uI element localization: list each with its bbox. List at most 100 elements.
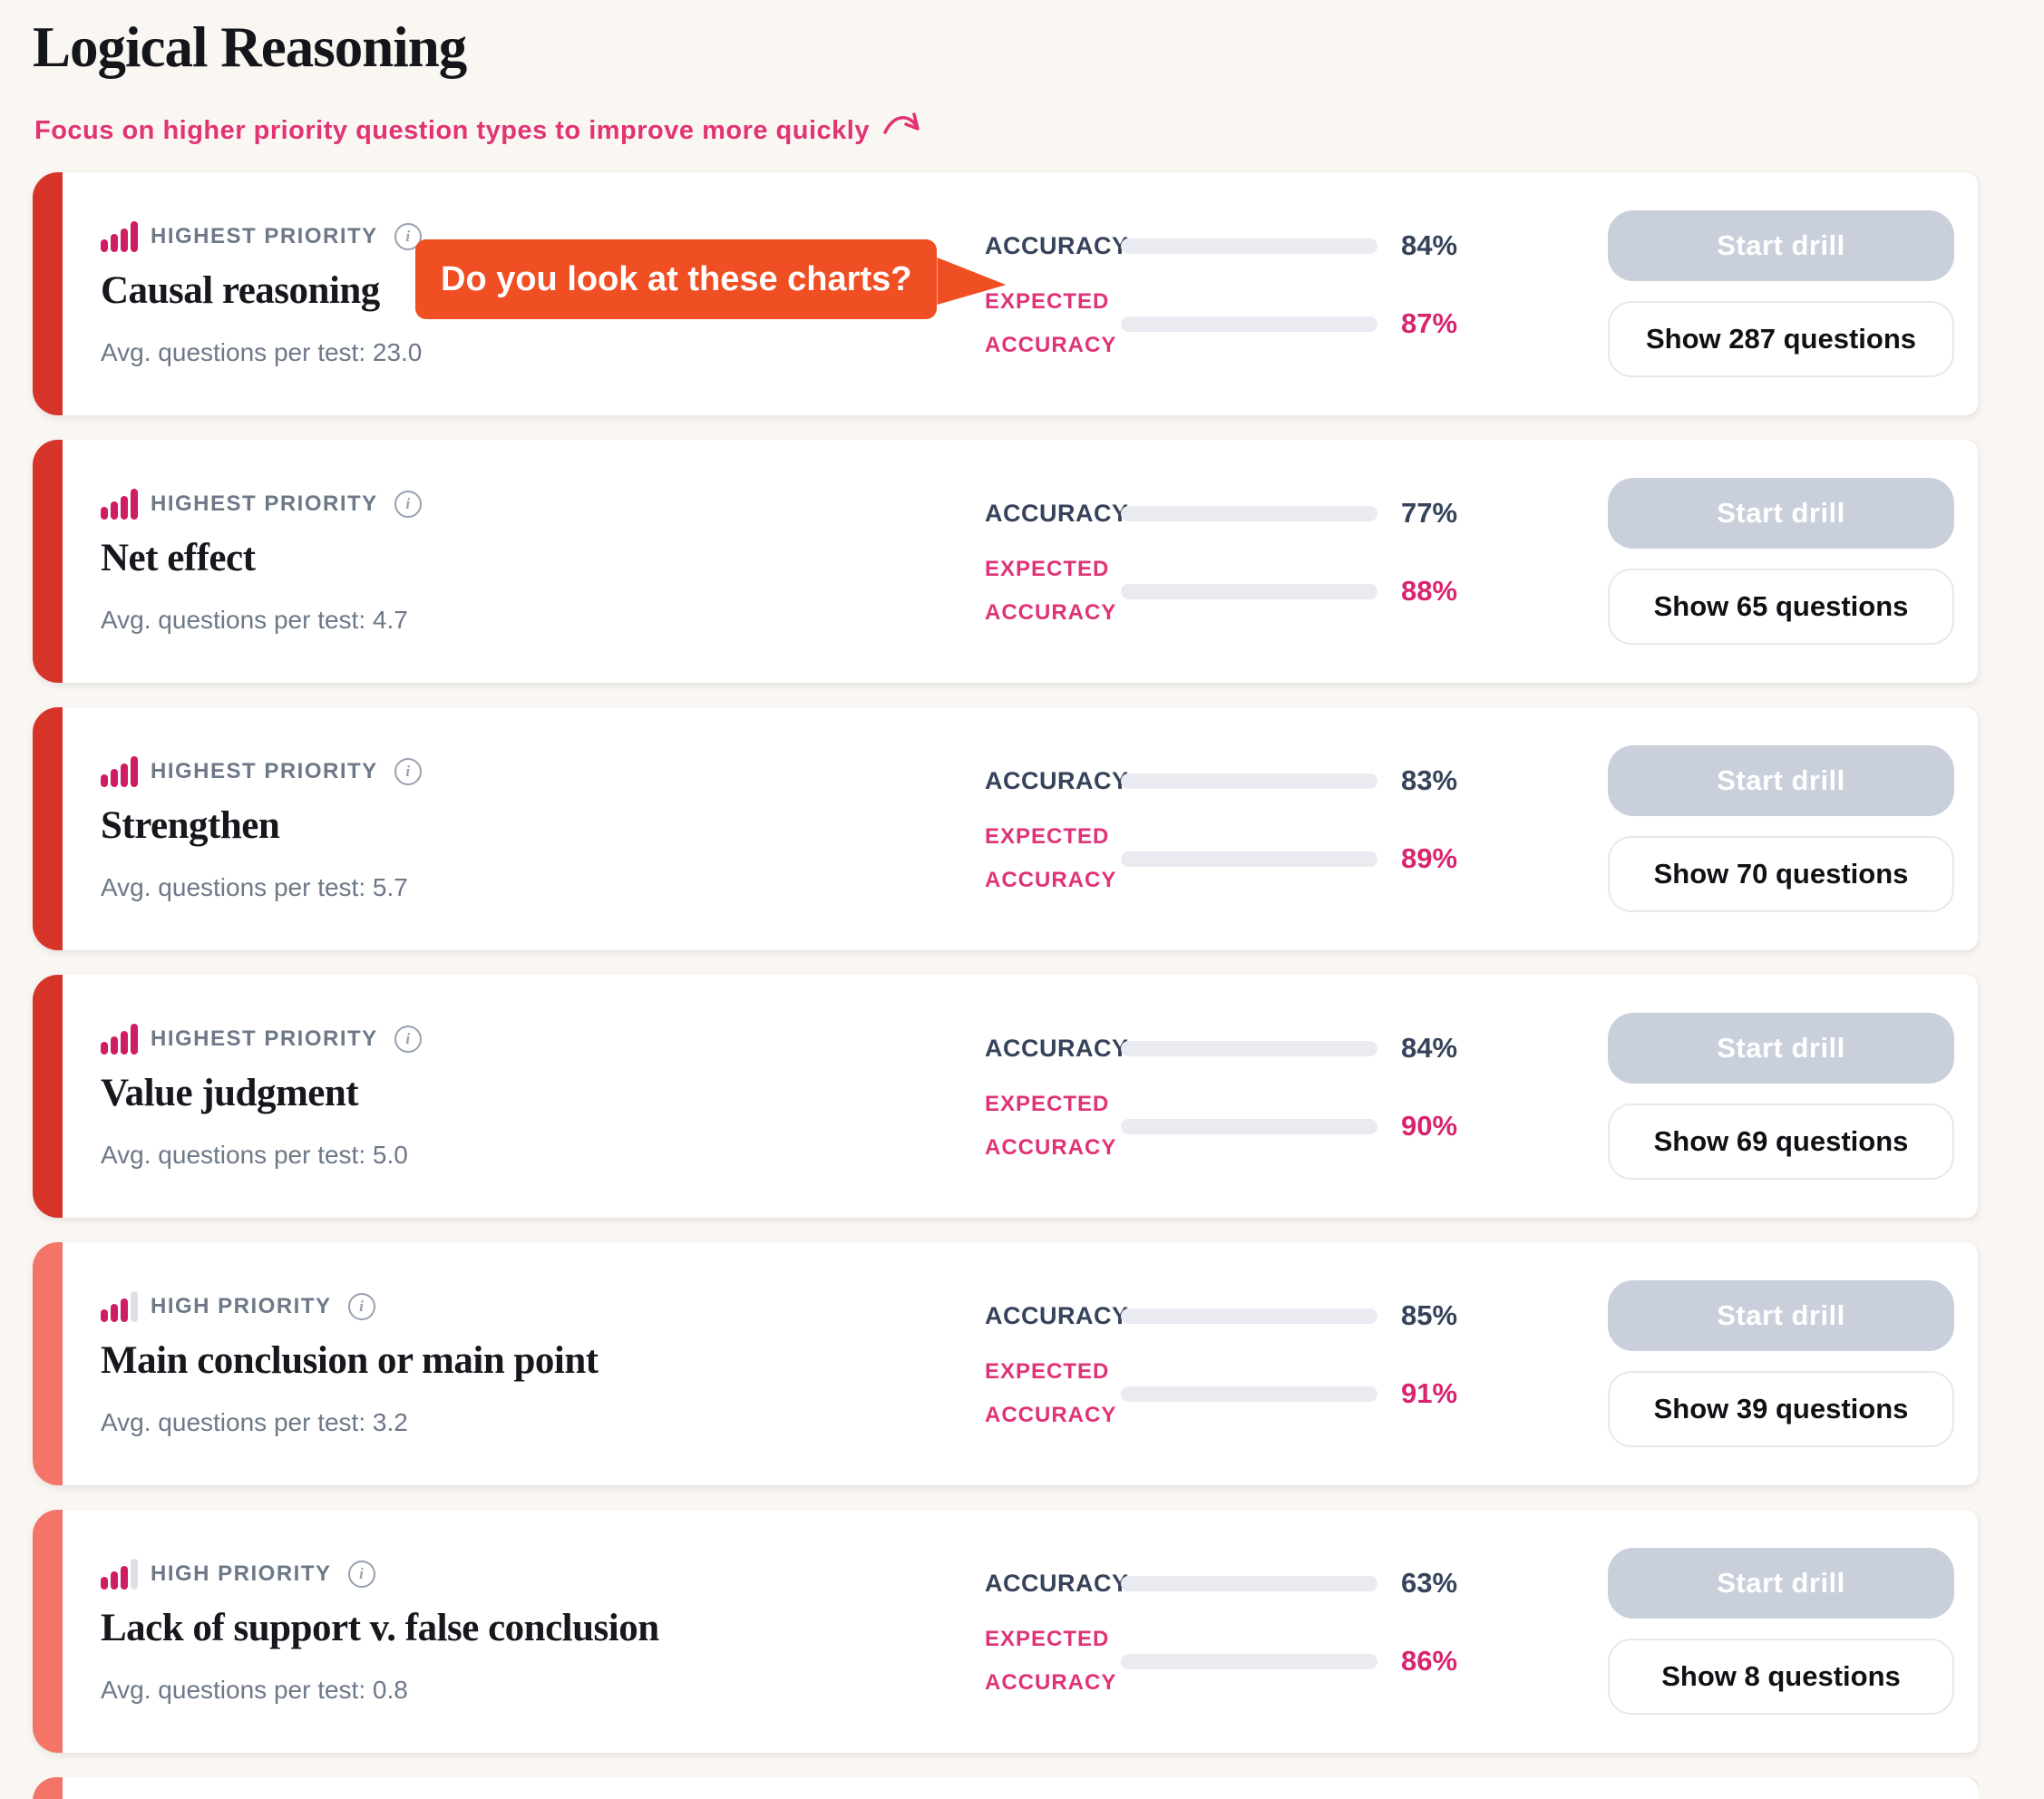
start-drill-button[interactable]: Start drill	[1608, 1013, 1954, 1084]
avg-questions: Avg. questions per test: 4.7	[101, 605, 408, 634]
card-title: Value judgment	[101, 1071, 359, 1114]
expected-value: 86%	[1401, 1645, 1458, 1677]
metrics: ACCURACY 63% EXPECTED ACCURACY 86%	[985, 1567, 1511, 1696]
annotation-callout: Do you look at these charts?	[415, 239, 1007, 319]
expected-label-line1: EXPECTED	[985, 1359, 1110, 1384]
annotation-callout-text: Do you look at these charts?	[415, 239, 938, 319]
accuracy-label: ACCURACY	[985, 1301, 1129, 1329]
metrics: ACCURACY 83% EXPECTED ACCURACY 89%	[985, 764, 1511, 893]
accuracy-label: ACCURACY	[985, 231, 1129, 259]
expected-label-line1: EXPECTED	[985, 289, 1110, 314]
expected-bar-track	[1121, 316, 1377, 332]
accuracy-label: ACCURACY	[985, 1034, 1129, 1062]
info-icon[interactable]: i	[394, 1025, 422, 1053]
show-questions-button[interactable]: Show 70 questions	[1608, 836, 1954, 912]
expected-label-line2: ACCURACY	[985, 868, 1117, 892]
metrics: ACCURACY 84% EXPECTED ACCURACY 87%	[985, 229, 1511, 358]
show-questions-button[interactable]: Show 287 questions	[1608, 301, 1954, 377]
expected-accuracy-label: EXPECTED ACCURACY	[985, 557, 1121, 626]
avg-questions: Avg. questions per test: 5.0	[101, 1140, 408, 1169]
info-icon[interactable]: i	[394, 222, 422, 250]
info-icon[interactable]: i	[347, 1560, 375, 1588]
page-title: Logical Reasoning	[33, 15, 467, 79]
accuracy-label: ACCURACY	[985, 1569, 1129, 1597]
avg-questions: Avg. questions per test: 0.8	[101, 1675, 408, 1704]
accuracy-bar-track	[1121, 505, 1377, 521]
avg-questions: Avg. questions per test: 5.7	[101, 872, 408, 901]
expected-value: 87%	[1401, 307, 1458, 339]
accuracy-bar-track	[1121, 238, 1377, 254]
card-title: Net effect	[101, 536, 256, 579]
expected-label-line2: ACCURACY	[985, 1135, 1117, 1160]
expected-label-line2: ACCURACY	[985, 1670, 1117, 1695]
accuracy-bar-track	[1121, 773, 1377, 789]
accuracy-label: ACCURACY	[985, 766, 1129, 794]
expected-value: 89%	[1401, 842, 1458, 874]
accuracy-bar-track	[1121, 1575, 1377, 1591]
accuracy-value: 84%	[1401, 1032, 1458, 1064]
card-title: Strengthen	[101, 803, 280, 847]
question-type-card: HIGHEST PRIORITY i Net effect Avg. quest…	[33, 440, 1978, 683]
question-type-card: HIGHEST PRIORITY i Causal reasoning Avg.…	[33, 172, 1978, 415]
question-type-card: HIGH PRIORITY i Main conclusion or main …	[33, 1242, 1978, 1485]
info-icon[interactable]: i	[347, 1292, 375, 1320]
info-icon[interactable]: i	[394, 490, 422, 518]
expected-value: 88%	[1401, 575, 1458, 607]
question-type-card: HIGH PRIORITY i Lack of support v. false…	[33, 1510, 1978, 1753]
avg-questions: Avg. questions per test: 3.2	[101, 1407, 408, 1436]
expected-accuracy-label: EXPECTED ACCURACY	[985, 824, 1121, 893]
show-questions-button[interactable]: Show 39 questions	[1608, 1371, 1954, 1447]
card-title: Causal reasoning	[101, 268, 380, 312]
expected-accuracy-label: EXPECTED ACCURACY	[985, 289, 1121, 358]
priority-label: HIGHEST PRIORITY	[151, 758, 378, 783]
start-drill-button[interactable]: Start drill	[1608, 478, 1954, 549]
expected-value: 90%	[1401, 1110, 1458, 1142]
expected-bar-track	[1121, 583, 1377, 599]
question-type-card: HIGHEST PRIORITY i Value judgment Avg. q…	[33, 975, 1978, 1218]
priority-bars-icon	[101, 1290, 138, 1322]
accuracy-value: 83%	[1401, 764, 1458, 796]
avg-questions: Avg. questions per test: 23.0	[101, 337, 423, 366]
expected-accuracy-label: EXPECTED ACCURACY	[985, 1092, 1121, 1161]
priority-bars-icon	[101, 1023, 138, 1055]
expected-bar-track	[1121, 851, 1377, 867]
show-questions-button[interactable]: Show 69 questions	[1608, 1104, 1954, 1180]
accuracy-value: 77%	[1401, 497, 1458, 529]
accuracy-bar-track	[1121, 1040, 1377, 1056]
metrics: ACCURACY 85% EXPECTED ACCURACY 91%	[985, 1299, 1511, 1428]
expected-label-line1: EXPECTED	[985, 557, 1110, 581]
priority-label: HIGHEST PRIORITY	[151, 1026, 378, 1051]
priority-bars-icon	[101, 220, 138, 252]
swoosh-arrow-icon	[882, 111, 922, 154]
page-subtitle: Focus on higher priority question types …	[34, 107, 922, 154]
priority-bars-icon	[101, 755, 138, 787]
priority-label: HIGHEST PRIORITY	[151, 223, 378, 248]
expected-label-line2: ACCURACY	[985, 600, 1117, 625]
expected-accuracy-label: EXPECTED ACCURACY	[985, 1627, 1121, 1696]
show-questions-button[interactable]: Show 8 questions	[1608, 1639, 1954, 1715]
expected-label-line2: ACCURACY	[985, 1403, 1117, 1427]
start-drill-button[interactable]: Start drill	[1608, 1548, 1954, 1619]
show-questions-button[interactable]: Show 65 questions	[1608, 569, 1954, 645]
start-drill-button[interactable]: Start drill	[1608, 1280, 1954, 1351]
start-drill-button[interactable]: Start drill	[1608, 210, 1954, 281]
priority-bars-icon	[101, 488, 138, 520]
expected-label-line1: EXPECTED	[985, 1092, 1110, 1116]
accuracy-value: 63%	[1401, 1567, 1458, 1599]
expected-label-line2: ACCURACY	[985, 333, 1117, 357]
page-subtitle-text: Focus on higher priority question types …	[34, 115, 870, 145]
partial-card	[33, 1777, 1978, 1799]
question-type-card: HIGHEST PRIORITY i Strengthen Avg. quest…	[33, 707, 1978, 950]
card-title: Lack of support v. false conclusion	[101, 1606, 659, 1649]
priority-label: HIGH PRIORITY	[151, 1561, 332, 1586]
expected-label-line1: EXPECTED	[985, 1627, 1110, 1651]
accuracy-label: ACCURACY	[985, 499, 1129, 527]
accuracy-bar-track	[1121, 1308, 1377, 1324]
expected-accuracy-label: EXPECTED ACCURACY	[985, 1359, 1121, 1428]
info-icon[interactable]: i	[394, 757, 422, 785]
start-drill-button[interactable]: Start drill	[1608, 745, 1954, 816]
priority-label: HIGH PRIORITY	[151, 1293, 332, 1318]
accuracy-value: 84%	[1401, 229, 1458, 261]
expected-bar-track	[1121, 1118, 1377, 1134]
